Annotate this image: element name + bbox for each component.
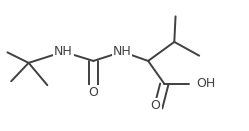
Text: NH: NH (113, 45, 131, 58)
Text: OH: OH (197, 77, 216, 90)
Text: O: O (151, 99, 161, 112)
Text: NH: NH (54, 45, 73, 58)
Text: O: O (88, 86, 98, 99)
